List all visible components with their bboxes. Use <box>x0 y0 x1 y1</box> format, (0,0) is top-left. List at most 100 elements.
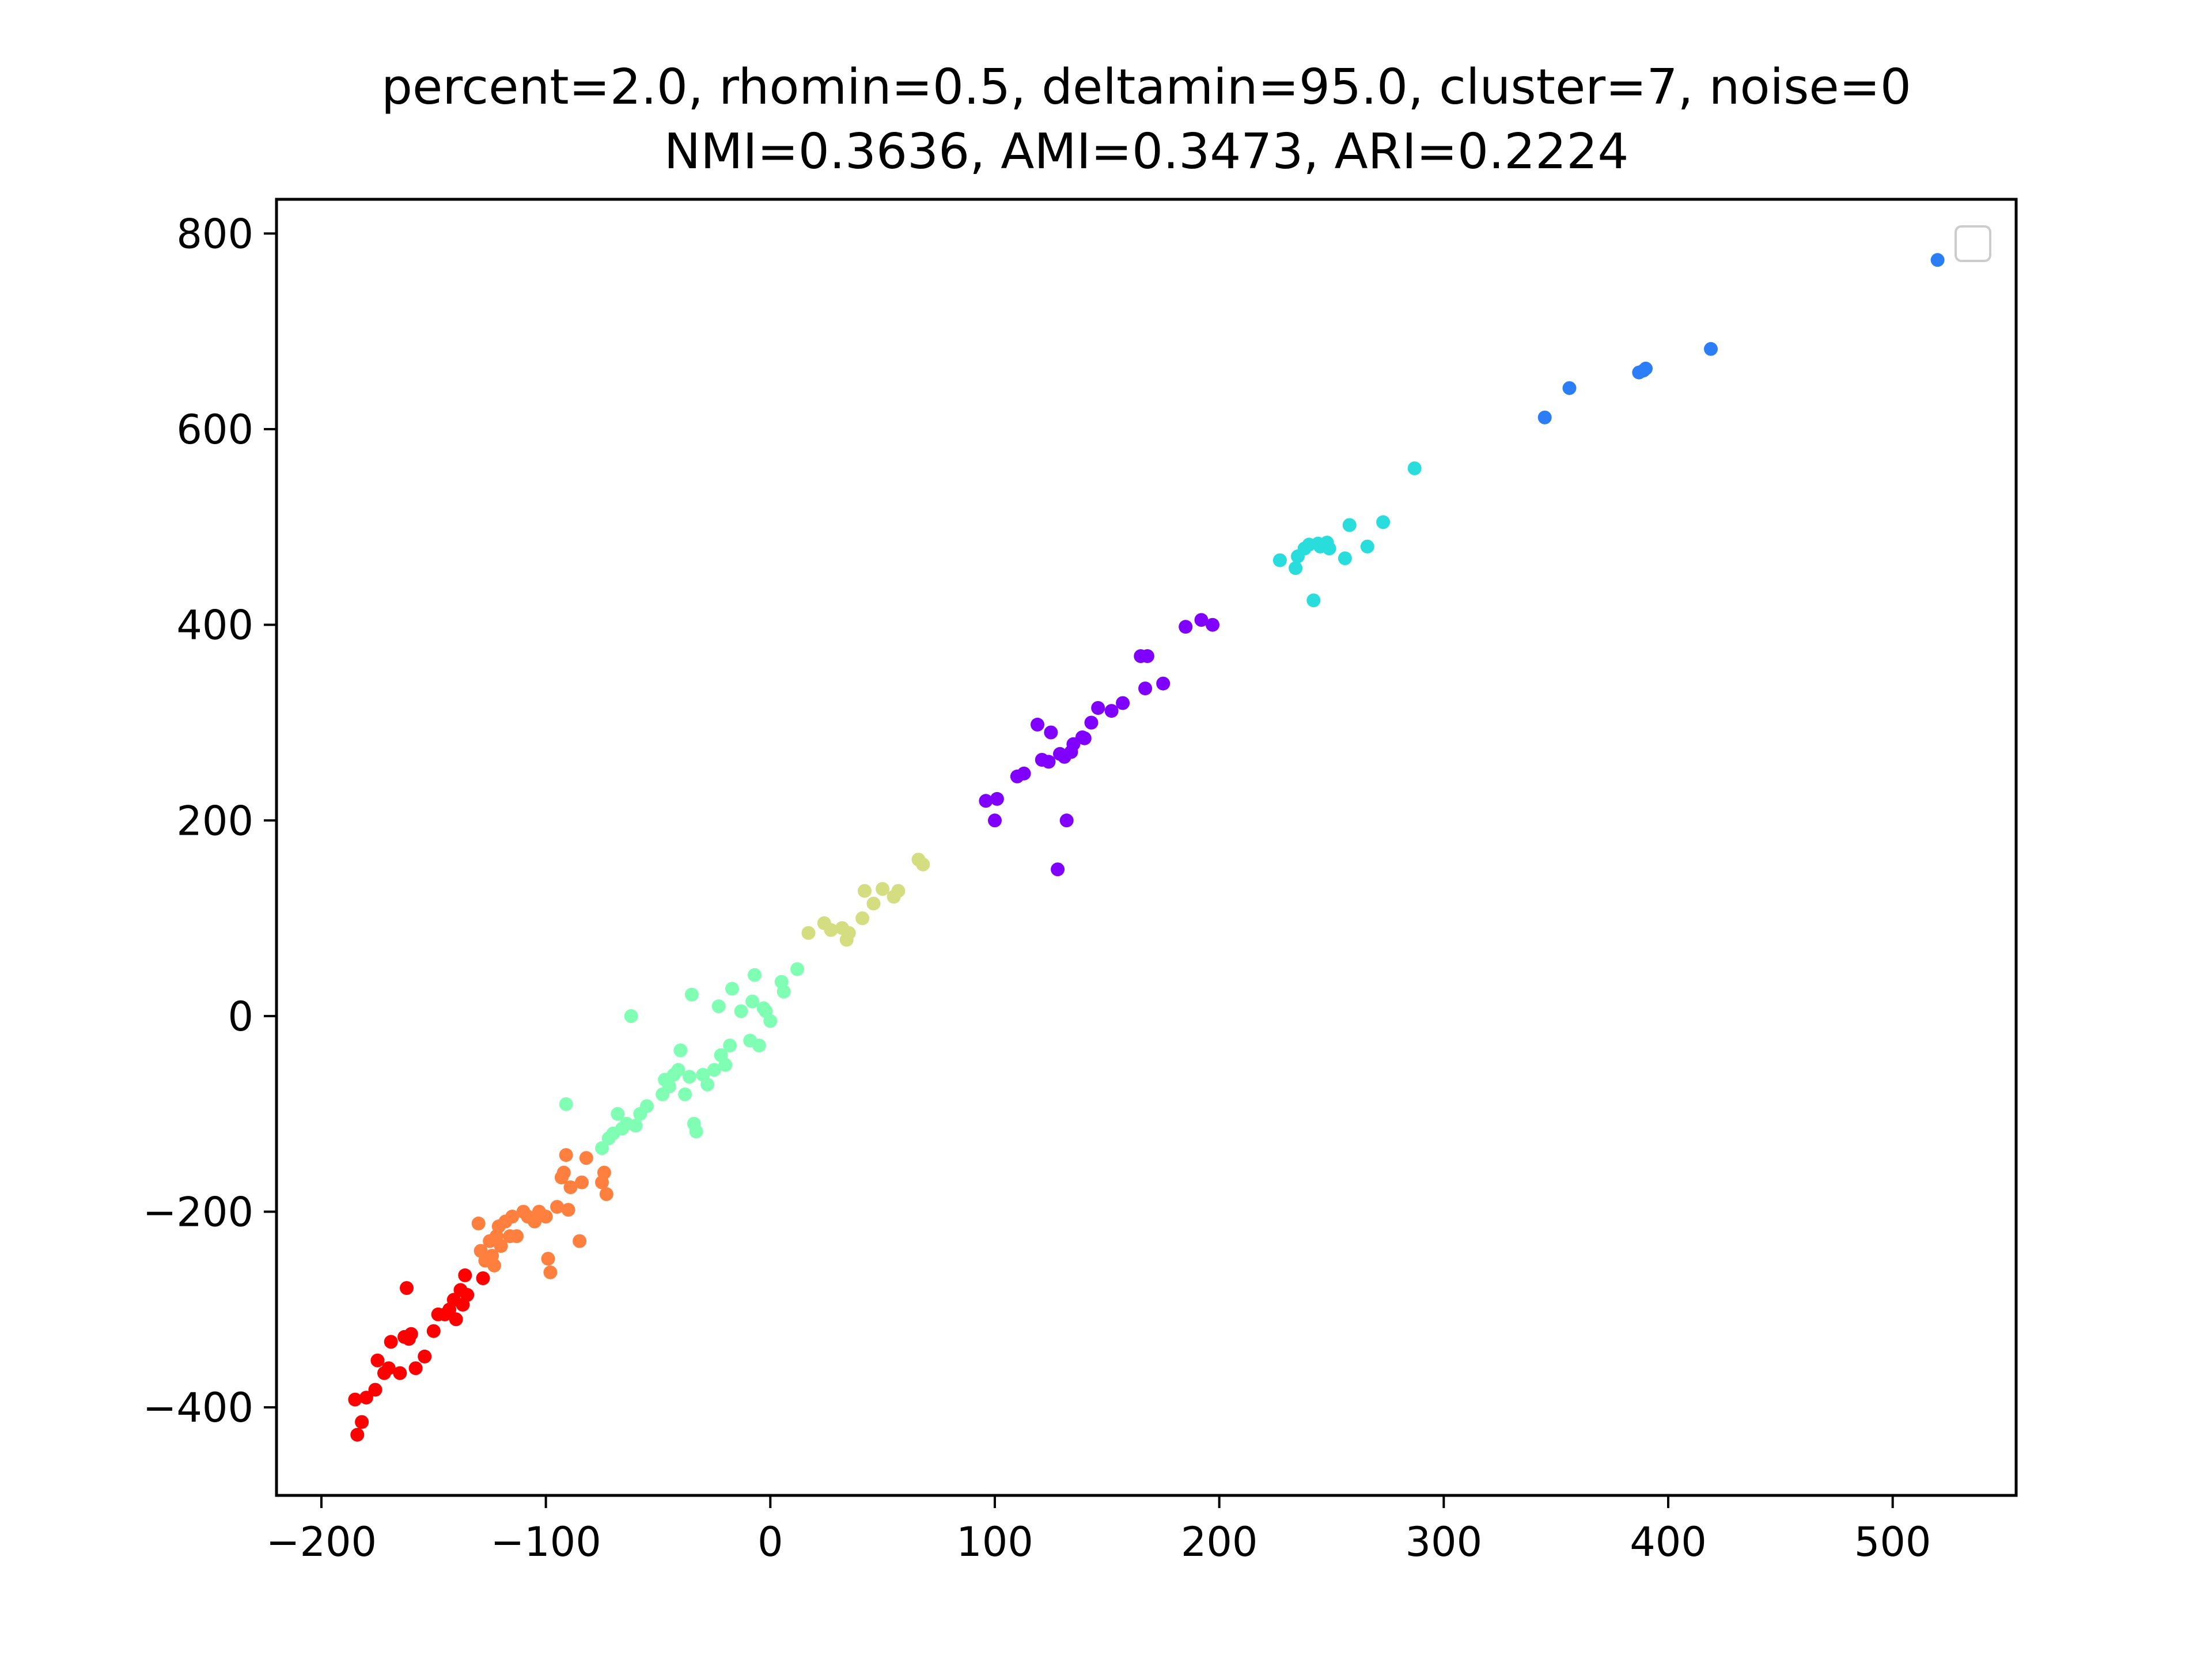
data-point <box>1156 676 1171 691</box>
data-point <box>876 882 890 896</box>
x-tick-label: 100 <box>956 1518 1033 1566</box>
data-point <box>678 1087 692 1101</box>
data-point <box>671 1063 685 1077</box>
data-point <box>1338 551 1352 566</box>
data-point <box>1059 813 1074 828</box>
data-point <box>1044 725 1058 740</box>
data-point <box>1140 649 1154 663</box>
data-point <box>916 857 930 872</box>
data-point <box>1194 613 1209 627</box>
data-point <box>1639 361 1653 376</box>
data-point <box>725 982 739 996</box>
data-point <box>1116 696 1130 710</box>
data-point <box>384 1335 398 1349</box>
data-point <box>579 1151 593 1165</box>
data-point <box>599 1187 613 1201</box>
legend-box <box>1955 225 1991 262</box>
data-point <box>684 987 699 1002</box>
data-point <box>543 1265 558 1279</box>
data-point <box>1104 704 1119 718</box>
chart-subtitle: NMI=0.3636, AMI=0.3473, ARI=0.2224 <box>664 123 1629 180</box>
data-point <box>858 884 872 898</box>
data-point <box>624 1009 638 1023</box>
data-point <box>777 984 791 999</box>
data-point <box>990 791 1004 806</box>
data-point <box>640 1099 654 1113</box>
data-point <box>1342 518 1357 532</box>
data-point <box>559 1148 573 1162</box>
data-point <box>359 1391 373 1405</box>
x-tick-label: −200 <box>266 1518 377 1566</box>
data-point <box>745 994 760 1009</box>
data-point <box>763 1014 778 1028</box>
y-tick-label: 600 <box>176 406 253 453</box>
data-point <box>801 926 816 940</box>
data-point <box>550 1200 565 1214</box>
data-point <box>393 1366 407 1380</box>
data-point <box>988 813 1002 828</box>
y-tick-label: −400 <box>143 1384 253 1431</box>
data-point <box>573 1234 587 1248</box>
x-tick-label: 300 <box>1406 1518 1483 1566</box>
data-point <box>1084 715 1099 730</box>
data-point <box>1407 461 1422 475</box>
data-point <box>350 1427 365 1442</box>
data-point <box>370 1353 385 1368</box>
y-tick-label: −200 <box>143 1189 253 1236</box>
data-point <box>748 968 762 982</box>
data-point <box>1562 381 1577 395</box>
data-point <box>368 1382 382 1397</box>
data-point <box>1272 553 1287 567</box>
data-point <box>1041 755 1056 769</box>
data-point <box>1206 618 1219 632</box>
data-point <box>734 1004 748 1018</box>
y-tick-label: 400 <box>176 602 253 649</box>
data-point <box>752 1038 766 1052</box>
chart-title: percent=2.0, rhomin=0.5, deltamin=95.0, … <box>381 59 1911 116</box>
data-point <box>1306 593 1321 608</box>
data-point <box>1031 717 1044 732</box>
data-point <box>595 1141 609 1156</box>
data-point <box>381 1361 396 1376</box>
x-tick-label: 500 <box>1854 1518 1931 1566</box>
data-point <box>1051 862 1065 877</box>
data-point <box>824 923 838 937</box>
plot-area <box>348 253 1945 1442</box>
data-point <box>559 1097 573 1111</box>
data-point <box>510 1229 524 1243</box>
y-tick-label: 200 <box>176 797 253 844</box>
data-point <box>842 926 856 940</box>
axes-frame <box>275 198 2018 1497</box>
data-point <box>1537 410 1552 425</box>
data-point <box>1360 539 1374 554</box>
data-point <box>400 1281 414 1295</box>
data-point <box>1138 681 1153 696</box>
data-point <box>561 1203 575 1217</box>
data-point <box>1091 701 1105 715</box>
y-axis: −400 −200 0 200 400 600 800 <box>143 210 276 1431</box>
data-point <box>855 911 870 926</box>
data-point <box>494 1239 508 1253</box>
data-point <box>1930 253 1945 267</box>
data-point <box>707 1063 721 1077</box>
data-point <box>539 1210 553 1224</box>
data-point <box>418 1349 432 1363</box>
data-point <box>891 884 906 898</box>
data-point <box>460 1287 475 1302</box>
data-point <box>556 1165 571 1180</box>
data-point <box>611 1107 625 1121</box>
data-point <box>487 1258 501 1272</box>
data-point <box>408 1361 423 1376</box>
data-point <box>1017 766 1031 781</box>
data-point <box>355 1415 369 1429</box>
data-point <box>597 1165 611 1180</box>
data-point <box>541 1252 555 1266</box>
data-point <box>628 1119 643 1133</box>
data-point <box>790 962 805 976</box>
data-point <box>471 1216 486 1230</box>
x-tick-label: −100 <box>490 1518 601 1566</box>
data-point <box>718 1058 733 1072</box>
data-point <box>1077 731 1092 745</box>
data-point <box>1179 620 1193 634</box>
